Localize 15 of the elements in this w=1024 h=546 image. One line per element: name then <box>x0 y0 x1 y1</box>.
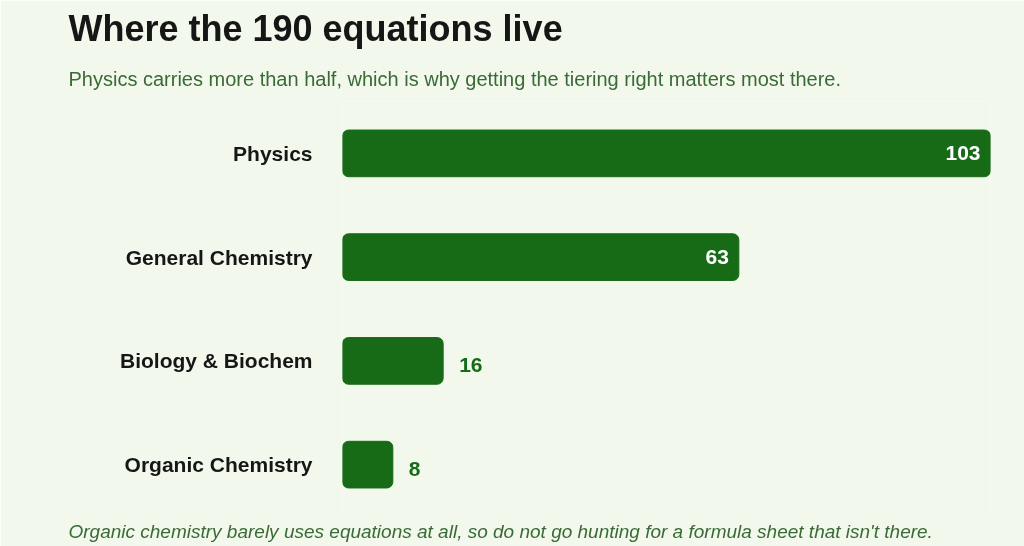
y-tick-label: Biology & Biochem <box>119 349 313 373</box>
y-tick-label: Organic Chemistry <box>124 453 313 477</box>
text: Organic chemistry barely uses equations at all, so do not go hunting for a formula sheet that isn't there. <box>68 520 933 542</box>
bar <box>342 129 991 178</box>
bar <box>342 337 444 385</box>
data-label: 63 <box>705 245 729 269</box>
y-tick-label: General Chemistry <box>125 245 313 269</box>
y-tick-label: Physics <box>233 141 313 165</box>
bar <box>342 440 394 489</box>
bar <box>342 233 740 281</box>
data-label: 16 <box>459 352 483 376</box>
data-label: 103 <box>945 141 981 165</box>
chart-title: Where the 190 equations live <box>68 7 563 49</box>
chart-subtitle: Physics carries more than half, which is why getting the tiering right matters most there. <box>68 67 842 90</box>
data-label: 8 <box>408 456 421 480</box>
